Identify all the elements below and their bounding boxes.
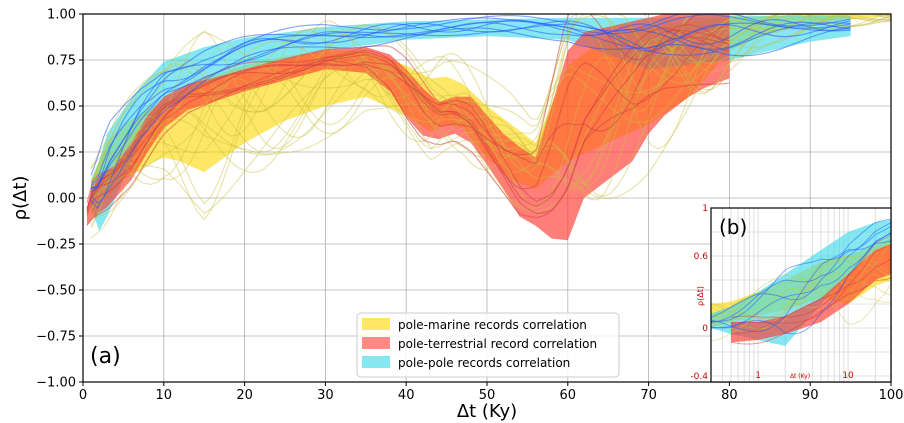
- terrestrial-inset-trace: [731, 258, 891, 335]
- main-x-tick-label: 20: [236, 388, 253, 403]
- pole-trace: [90, 21, 851, 210]
- marine-trace: [90, 14, 891, 229]
- main-x-axis-label: Δt (Ky): [457, 401, 517, 422]
- inset-x-tick-label: 1: [755, 371, 761, 381]
- inset-plot-area: [711, 218, 891, 346]
- legend-frame: [356, 312, 620, 378]
- terrestrial-trace: [86, 59, 730, 226]
- pole-trace: [90, 14, 851, 190]
- legend: pole-marine records correlation pole-ter…: [356, 312, 620, 378]
- main-y-tick-label: 1.00: [47, 8, 76, 23]
- marine-inset-trace: [711, 258, 891, 321]
- main-x-tick-label: 100: [879, 388, 904, 403]
- panel-a-label: (a): [90, 344, 121, 369]
- terrestrial-trace: [86, 24, 730, 210]
- inset-x-tick-label: 10: [842, 371, 854, 381]
- pole-trace: [91, 20, 851, 189]
- terrestrial-trace: [86, 29, 730, 212]
- legend-swatch-terrestrial: [362, 337, 390, 349]
- pole-inset-trace: [711, 222, 891, 323]
- legend-label-marine: pole-marine records correlation: [398, 318, 587, 332]
- terrestrial-trace: [86, 36, 730, 214]
- marine-inset-trace: [711, 274, 891, 332]
- marine-inset-trace: [711, 241, 891, 328]
- inset-y-tick-label: 0: [702, 324, 708, 334]
- marine-inset-trace: [711, 273, 891, 330]
- marine-trace: [90, 14, 891, 189]
- main-x-tick-label: 30: [317, 388, 334, 403]
- main-x-tick-label: 70: [640, 388, 657, 403]
- legend-swatch-marine: [362, 318, 390, 330]
- main-x-tick-label: 90: [802, 388, 819, 403]
- main-chart-panel: 0 10 20 30 40 50 60 70 80 90 100−1.00−0.75−0.50−0.…: [10, 8, 903, 423]
- main-y-tick-label: −0.50: [36, 284, 76, 299]
- pole-trace: [90, 19, 851, 193]
- marine-trace: [90, 19, 891, 215]
- main-y-tick-label: −0.75: [36, 330, 76, 345]
- legend-swatch-pole: [362, 356, 390, 368]
- terrestrial-inset-trace: [730, 244, 891, 324]
- marine-inset-trace: [711, 240, 891, 323]
- main-x-tick-label: 60: [560, 388, 577, 403]
- main-x-tick-label: 0: [79, 388, 87, 403]
- inset-frame: [710, 207, 892, 383]
- terrestrial-trace: [86, 27, 730, 216]
- inset-y-axis-label: ρ(Δt): [696, 286, 705, 306]
- terrestrial-trace: [86, 14, 730, 204]
- legend-label-pole: pole-pole records correlation: [398, 356, 570, 370]
- main-x-tick-label: 40: [398, 388, 415, 403]
- marine-trace: [90, 14, 891, 219]
- inset-y-tick-label: 1: [702, 204, 708, 214]
- main-y-tick-label: 0.50: [47, 100, 76, 115]
- band-pole-pole: [91, 15, 851, 232]
- pole-trace: [90, 14, 851, 176]
- pole-trace: [90, 25, 851, 205]
- marine-trace: [90, 14, 891, 173]
- pole-inset-trace: [711, 240, 891, 333]
- main-y-axis-label: ρ(Δt): [10, 176, 31, 221]
- inset-y-tick-label: -0.4: [690, 372, 708, 382]
- inset-chart-panel: 1 10 1 0.6 0 -0.4 (b) ρ(Δt) Δt (Ky): [690, 204, 892, 383]
- terrestrial-inset-trace: [730, 277, 891, 345]
- main-plot-area: [86, 14, 891, 241]
- main-y-tick-label: 0.75: [47, 54, 76, 69]
- pole-inset-trace: [711, 218, 891, 318]
- marine-trace: [90, 14, 891, 217]
- legend-label-terrestrial: pole-terrestrial record correlation: [398, 337, 597, 351]
- terrestrial-inset-trace: [730, 235, 891, 318]
- inset-y-tick-label: 0.6: [694, 252, 709, 262]
- panel-b-label: (b): [719, 215, 747, 239]
- main-y-tick-label: −0.25: [36, 238, 76, 253]
- main-y-tick-label: 0.25: [47, 146, 76, 161]
- main-y-tick-label: −1.00: [36, 376, 76, 391]
- marine-trace: [90, 14, 891, 190]
- main-x-tick-label: 50: [479, 388, 496, 403]
- main-y-tick-label: 0.00: [47, 192, 76, 207]
- inset-x-axis-label: Δt (Ky): [790, 373, 810, 380]
- pole-inset-trace: [711, 233, 891, 335]
- marine-inset-trace: [711, 284, 891, 342]
- main-x-tick-label: 80: [721, 388, 738, 403]
- marine-trace: [90, 14, 891, 209]
- main-x-tick-label: 10: [156, 388, 173, 403]
- marine-trace: [90, 14, 891, 208]
